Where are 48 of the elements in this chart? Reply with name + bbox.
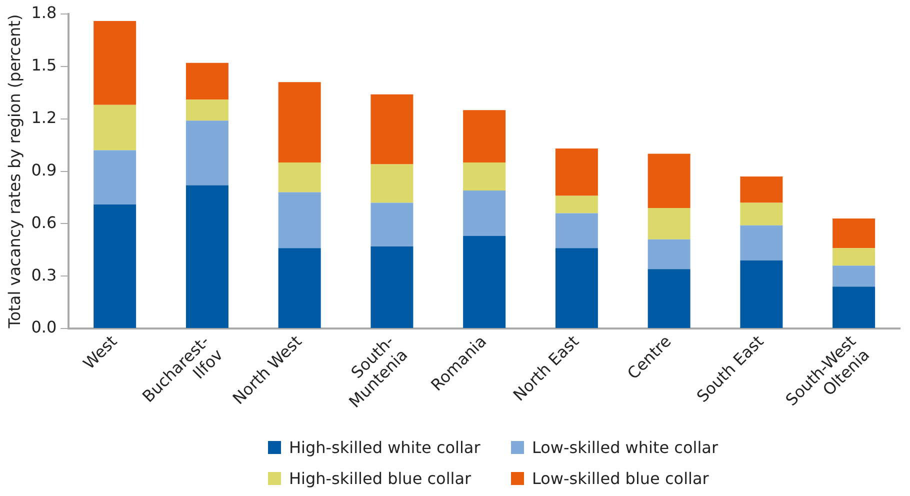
bar — [555, 213, 598, 248]
y-tick-label: 0.3 — [31, 265, 57, 284]
bar — [370, 94, 414, 164]
bar — [832, 218, 876, 248]
bar — [555, 196, 598, 214]
bar — [94, 20, 136, 105]
y-tick-label: 0.0 — [31, 318, 57, 337]
bar — [648, 269, 690, 328]
bar — [94, 150, 136, 204]
bar — [278, 192, 321, 248]
bar — [463, 190, 506, 236]
legend-label: Low-skilled white collar — [532, 438, 718, 457]
bar — [463, 236, 506, 328]
bar — [740, 260, 783, 328]
bar — [832, 248, 876, 266]
bar — [370, 202, 414, 246]
bar — [740, 202, 783, 226]
bar — [186, 120, 228, 186]
bar — [832, 266, 876, 287]
bar — [555, 148, 598, 196]
bar — [94, 204, 136, 328]
bar — [370, 164, 414, 203]
bar — [94, 104, 136, 150]
y-tick-label: 0.6 — [31, 212, 57, 232]
bar — [463, 110, 506, 163]
y-tick-label: 1.8 — [31, 3, 57, 22]
y-axis-title: Total vacancy rates by region (percent) — [4, 14, 24, 330]
y-tick-label: 0.9 — [31, 160, 57, 180]
bar — [278, 82, 321, 163]
bar — [648, 208, 690, 240]
bar — [740, 225, 783, 260]
bar — [832, 286, 876, 328]
bar — [186, 62, 228, 100]
bar — [648, 239, 690, 270]
legend-label: High-skilled blue collar — [289, 469, 472, 488]
bar — [278, 162, 321, 192]
bar — [186, 185, 228, 328]
bar — [186, 100, 228, 121]
bar — [648, 154, 690, 208]
bar — [463, 162, 506, 190]
y-tick-label: 1.2 — [31, 108, 57, 127]
bar — [740, 176, 783, 203]
bar — [278, 248, 321, 328]
bar — [370, 246, 414, 328]
bar — [555, 248, 598, 328]
legend-label: Low-skilled blue collar — [532, 469, 709, 488]
legend-label: High-skilled white collar — [289, 438, 480, 457]
y-tick-label: 1.5 — [31, 56, 57, 75]
